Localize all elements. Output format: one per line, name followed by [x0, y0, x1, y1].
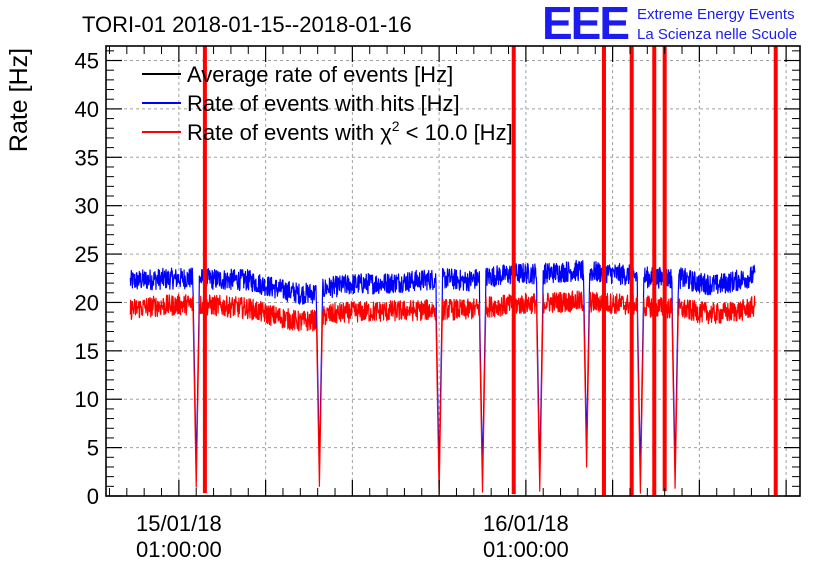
legend-entry: Rate of events with χ2 < 10.0 [Hz] [187, 118, 513, 145]
legend-entry: Average rate of events [Hz] [187, 62, 453, 87]
spike-layer [202, 46, 778, 496]
series-hits-line [129, 259, 756, 475]
logo-line-2: La Scienza nelle Scuole [637, 26, 797, 43]
y-tick-label: 20 [75, 290, 99, 315]
series-layer [129, 259, 756, 494]
x-tick-label-time: 01:00:00 [483, 537, 569, 562]
logo-letters: EEE [542, 0, 628, 49]
x-tick-label-date: 15/01/18 [136, 511, 222, 536]
y-tick-label: 45 [75, 49, 99, 74]
y-axis-label: Rate [Hz] [5, 48, 33, 152]
y-tick-label: 10 [75, 387, 99, 412]
eee-logo: EEE Extreme Energy Events La Scienza nel… [542, 0, 797, 49]
logo-line-1: Extreme Energy Events [637, 6, 795, 23]
x-tick-label-date: 16/01/18 [483, 511, 569, 536]
legend-suffix: < 10.0 [Hz] [400, 120, 513, 145]
y-tick-label: 25 [75, 242, 99, 267]
y-tick-label: 35 [75, 145, 99, 170]
legend-superscript: 2 [392, 118, 400, 134]
plot-frame [105, 45, 801, 497]
x-tick-label-time: 01:00:00 [136, 537, 222, 562]
y-tick-label: 5 [87, 436, 99, 461]
chart-title: TORI-01 2018-01-15--2018-01-16 [82, 12, 412, 37]
y-tick-label: 30 [75, 194, 99, 219]
y-tick-label: 15 [75, 339, 99, 364]
series-chi2-line [129, 290, 756, 494]
axes: 05101520253035404515/01/1801:00:0016/01/… [75, 46, 800, 562]
grid [106, 46, 800, 496]
legend-entry: Rate of events with hits [Hz] [187, 91, 460, 116]
y-tick-label: 40 [75, 97, 99, 122]
y-tick-label: 0 [87, 484, 99, 509]
legend: Average rate of events [Hz] Rate of event… [142, 62, 513, 145]
